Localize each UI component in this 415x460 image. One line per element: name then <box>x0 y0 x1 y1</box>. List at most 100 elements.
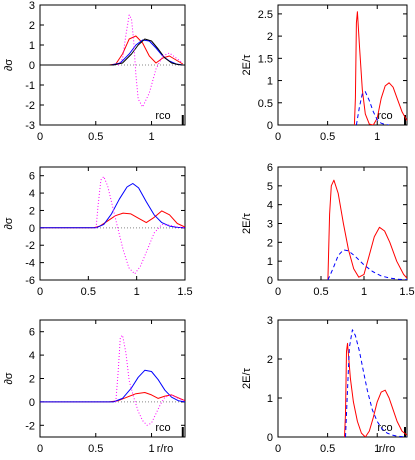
x-tick-label: 0 <box>275 131 281 143</box>
y-tick-label: 0 <box>29 223 35 235</box>
series-group <box>40 176 185 275</box>
x-tick-label: 0.5 <box>313 286 328 298</box>
y-tick-label: 2.5 <box>258 9 273 21</box>
y-tick-label: -4 <box>25 258 35 270</box>
series-line-red-solid <box>40 35 184 66</box>
series-line-magenta-dotted <box>117 14 184 108</box>
y-tick-label: 4 <box>267 200 273 212</box>
y-tick-label: 2 <box>267 354 273 366</box>
y-tick-label: 6 <box>29 327 35 339</box>
chart-panel-1: 0 0.5 1 -3 -2 -1 0 1 2 3 ∂σ rco <box>3 0 186 143</box>
series-group <box>327 179 407 280</box>
y-axis-label: 2E/τ <box>241 54 253 76</box>
y-axis-label: ∂σ <box>3 217 15 229</box>
y-tick-label: 2 <box>29 374 35 386</box>
x-tick-label: 0 <box>275 443 281 455</box>
y-tick-label: 3 <box>29 0 35 12</box>
y-tick-label: 6 <box>267 162 273 174</box>
y-tick-label: 6 <box>29 171 35 183</box>
y-axis-label: 2E/τ <box>241 212 253 234</box>
y-tick-label: -6 <box>25 275 35 287</box>
x-tick-label: 1 <box>148 443 154 455</box>
x-tick-label: 1.5 <box>177 286 192 298</box>
x-tick-label: 0.5 <box>320 131 335 143</box>
x-tick-label: 0.5 <box>88 131 103 143</box>
series-line-red-solid <box>353 11 407 125</box>
y-tick-label: 2 <box>29 20 35 32</box>
y-tick-label: -2 <box>25 240 35 252</box>
series-line-red-solid <box>327 179 407 280</box>
y-tick-label: 1 <box>29 40 35 52</box>
y-tick-label: -2 <box>25 420 35 432</box>
x-tick-label: 1.5 <box>399 286 414 298</box>
y-tick-label: 0 <box>267 275 273 287</box>
y-tick-label: 1 <box>267 256 273 268</box>
y-tick-label: 0.5 <box>258 98 273 110</box>
series-line-blue-dashed <box>355 91 390 125</box>
series-line-blue-solid <box>40 183 185 229</box>
y-tick-label: 2 <box>29 205 35 217</box>
y-tick-label: 2 <box>267 31 273 43</box>
y-tick-label: 2 <box>267 237 273 249</box>
x-tick-label: 1 <box>374 131 380 143</box>
x-axis-label: r/ro <box>157 443 174 455</box>
x-tick-label: 1 <box>148 131 154 143</box>
series-group <box>40 334 185 426</box>
rco-label: rco <box>155 422 170 434</box>
x-tick-label: 1 <box>361 286 367 298</box>
y-axis-label: ∂σ <box>3 59 15 71</box>
chart-panel-3: 0 0.5 1 1.5 -6 -4 -2 0 2 4 6 ∂σ <box>3 166 193 298</box>
y-tick-label: 3 <box>267 219 273 231</box>
y-axis-label: 2E/τ <box>241 367 253 389</box>
y-tick-label: 1.5 <box>258 53 273 65</box>
plot-frame <box>277 166 408 281</box>
y-tick-label: 0 <box>267 120 273 132</box>
x-tick-label: 1 <box>134 286 140 298</box>
rco-label: rco <box>377 110 392 122</box>
y-tick-label: -1 <box>25 80 35 92</box>
series-line-red-solid <box>344 342 407 437</box>
x-tick-label: 0.5 <box>81 286 96 298</box>
y-tick-label: -3 <box>25 120 35 132</box>
series-group <box>40 14 184 108</box>
plot-frame <box>277 4 408 126</box>
series-group <box>353 11 407 125</box>
chart-panel-2: 0 0.5 1 0 0.5 1 1.5 2 2.5 2E/τ rco <box>241 4 408 143</box>
series-line-magenta-dotted <box>95 176 185 275</box>
x-tick-label: 0 <box>37 443 43 455</box>
x-tick-label: 0 <box>37 131 43 143</box>
y-tick-label: 0 <box>29 60 35 72</box>
y-tick-label: 4 <box>29 350 35 362</box>
y-axis-label: ∂σ <box>3 372 15 384</box>
series-line-black-solid <box>40 38 183 66</box>
x-tick-label: 0.5 <box>88 443 103 455</box>
series-group <box>344 329 407 437</box>
chart-panel-6: 0 0.5 1 0 1 2 3 2E/τ r/ro rco <box>241 315 408 455</box>
y-tick-label: 3 <box>267 315 273 327</box>
x-tick-label: 0 <box>275 286 281 298</box>
y-tick-label: 5 <box>267 181 273 193</box>
y-tick-label: 4 <box>29 188 35 200</box>
plot-frame <box>39 319 186 438</box>
y-tick-label: 0 <box>29 397 35 409</box>
y-tick-label: 1 <box>267 393 273 405</box>
x-axis-label: r/ro <box>379 443 396 455</box>
rco-label: rco <box>377 422 392 434</box>
plot-frame <box>277 319 408 438</box>
series-line-blue-solid <box>40 369 185 403</box>
x-tick-label: 0 <box>37 286 43 298</box>
series-line-magenta-dotted <box>115 334 185 426</box>
x-tick-label: 0.5 <box>320 443 335 455</box>
y-tick-label: 1 <box>267 76 273 88</box>
series-line-blue-dashed <box>345 329 407 437</box>
series-line-blue-dashed <box>327 249 407 280</box>
plot-frame <box>39 166 186 281</box>
series-line-red-solid <box>40 210 185 229</box>
y-tick-label: 0 <box>267 432 273 444</box>
y-tick-label: -2 <box>25 100 35 112</box>
x-tick-label: 1 <box>374 443 380 455</box>
chart-panel-4: 0 0.5 1 1.5 0 1 2 3 4 5 6 2E/τ <box>241 162 415 298</box>
rco-label: rco <box>155 110 170 122</box>
